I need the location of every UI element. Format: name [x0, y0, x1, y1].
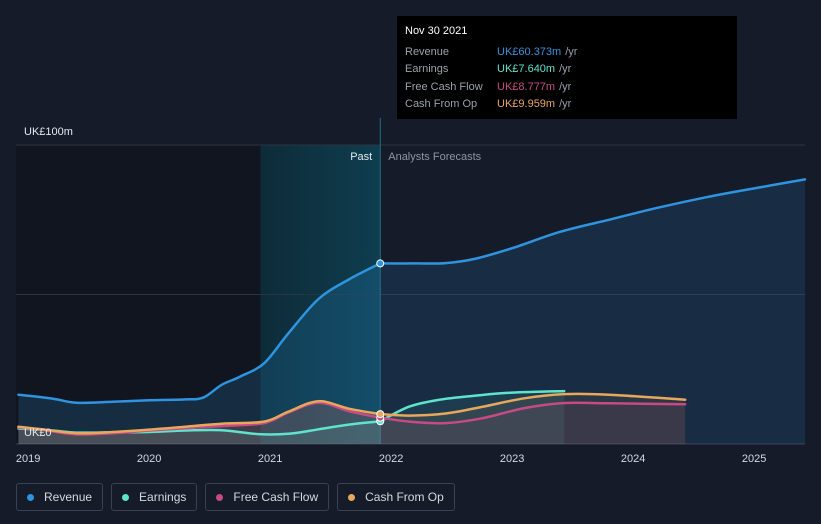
legend-label: Cash From Op [365, 490, 444, 504]
legend-item-earnings[interactable]: Earnings [111, 483, 198, 511]
chart-legend: Revenue Earnings Free Cash Flow Cash Fro… [16, 483, 455, 511]
series-forecast-line-cfo [378, 392, 687, 417]
chart-text-layer: UK£100m UK£0 Past Analysts Forecasts 2019 202… [16, 126, 767, 465]
tooltip-row-free-cash-flow: Free Cash Flow UK£8.777m /yr [405, 78, 729, 96]
legend-dot-icon [348, 493, 356, 501]
area-past-revenue [18, 263, 381, 444]
legend-dot-icon [27, 493, 34, 501]
legend-item-cash-from-op[interactable]: Cash From Op [337, 483, 455, 511]
tooltip-label: Cash From Op [405, 98, 478, 111]
x-tick-label: 2019 [16, 453, 40, 465]
tooltip-label: Revenue [405, 45, 450, 58]
tooltip-value: UK£7.640m [497, 63, 556, 76]
chart-grid-layer [16, 118, 805, 445]
series-forecast-line-earnings [378, 389, 566, 423]
x-tick-label: 2023 [500, 453, 524, 465]
hover-marker-cfo [376, 410, 385, 419]
legend-label: Revenue [44, 490, 93, 504]
tooltip-unit: /yr [559, 80, 572, 93]
legend-item-free-cash-flow[interactable]: Free Cash Flow [205, 483, 330, 511]
tooltip-label: Earnings [405, 63, 449, 76]
legend-label: Earnings [139, 490, 187, 504]
chart-line-layer [17, 178, 807, 436]
x-tick-label: 2024 [621, 453, 645, 465]
tooltip-unit: /yr [565, 45, 578, 58]
legend-label: Free Cash Flow [233, 490, 319, 504]
tooltip-value: UK£60.373m [497, 45, 562, 58]
legend-dot-icon [122, 493, 130, 501]
tooltip-unit: /yr [559, 98, 572, 111]
x-tick-label: 2025 [742, 453, 766, 465]
tooltip-label: Free Cash Flow [405, 80, 483, 93]
series-forecast-line-fcf [378, 401, 687, 425]
hover-marker-revenue [376, 259, 385, 268]
y-axis-top-label: UK£100m [24, 126, 73, 138]
series-line-revenue [17, 262, 382, 405]
x-tick-label: 2020 [137, 453, 161, 465]
legend-item-revenue[interactable]: Revenue [16, 483, 104, 511]
series-forecast-line-revenue [378, 178, 807, 265]
tooltip-date: Nov 30 2021 [405, 25, 468, 37]
hover-tooltip: Nov 30 2021 Revenue UK£60.373m /yr Earni… [397, 16, 737, 119]
x-tick-label: 2021 [258, 453, 282, 465]
tooltip-unit: /yr [559, 63, 572, 76]
forecast-label: Analysts Forecasts [388, 151, 481, 163]
tooltip-row-revenue: Revenue UK£60.373m /yr [405, 43, 729, 61]
y-axis-bottom-label: UK£0 [24, 427, 52, 439]
tooltip-value: UK£9.959m [497, 98, 556, 111]
tooltip-row-earnings: Earnings UK£7.640m /yr [405, 61, 729, 79]
x-tick-label: 2022 [379, 453, 403, 465]
area-forecast-fcf [380, 402, 686, 444]
legend-dot-icon [216, 493, 224, 501]
past-label: Past [350, 151, 372, 163]
chart-marker-layer [376, 259, 385, 426]
area-forecast-revenue [380, 179, 805, 444]
area-forecast-cfo [380, 393, 686, 444]
tooltip-value: UK£8.777m [497, 80, 556, 93]
tooltip-row-cash-from-op: Cash From Op UK£9.959m /yr [405, 96, 729, 114]
area-past-earnings [18, 421, 381, 444]
series-line-cfo [17, 399, 382, 435]
area-forecast-earnings [380, 391, 565, 444]
